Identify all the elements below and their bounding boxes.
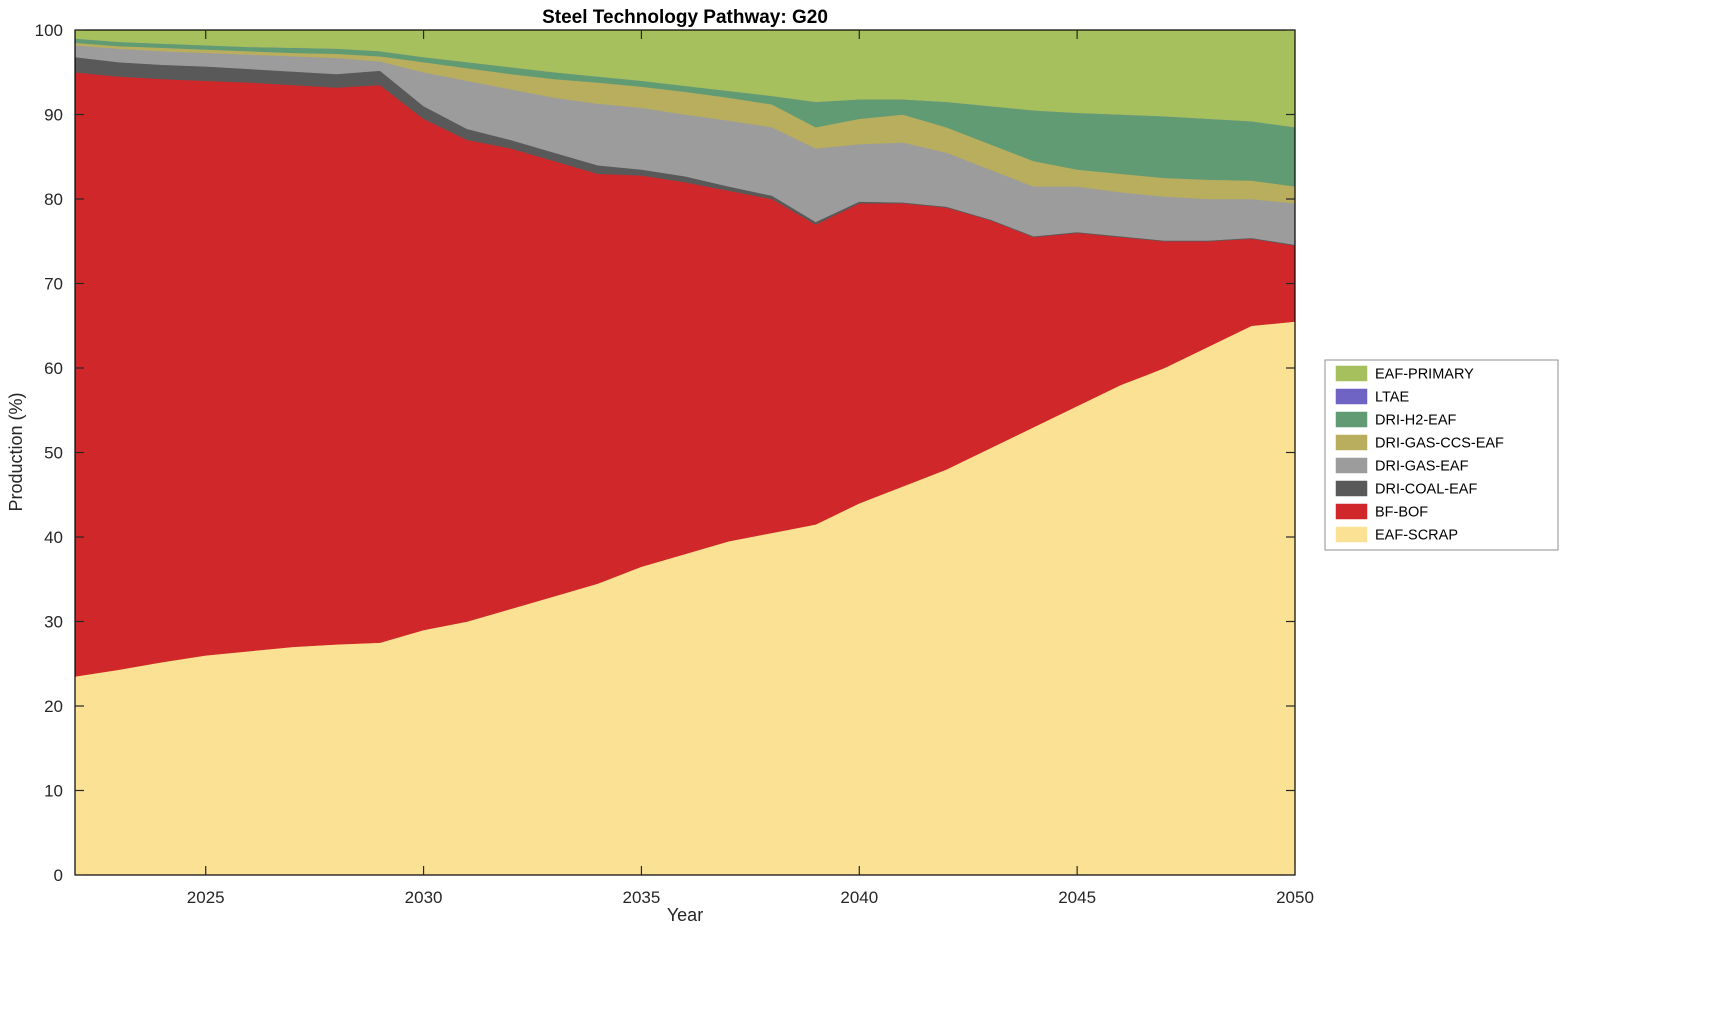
area-series-group [74,29,1296,876]
legend-label: EAF-SCRAP [1375,528,1458,544]
y-tick-label: 0 [54,866,63,885]
y-tick-label: 30 [44,613,63,632]
legend-label: DRI-GAS-EAF [1375,459,1469,475]
y-tick-label: 70 [44,275,63,294]
legend-label: DRI-H2-EAF [1375,413,1457,429]
y-tick-label: 10 [44,782,63,801]
x-axis-label: Year [667,905,703,925]
y-tick-label: 60 [44,359,63,378]
x-tick-label: 2030 [405,888,443,907]
legend-label: EAF-PRIMARY [1375,367,1474,383]
legend-entry-dri-h2-eaf: DRI-H2-EAF [1335,411,1457,429]
legend-swatch-dri-gas-ccs-eaf [1335,434,1368,451]
legend-label: DRI-GAS-CCS-EAF [1375,436,1504,452]
legend: EAF-PRIMARY LTAE DRI-H2-EAF DRI-GAS-CCS-EAF… [1324,359,1559,551]
legend-box [1324,359,1559,551]
legend-label: LTAE [1375,390,1409,406]
chart-title: Steel Technology Pathway: G20 [542,7,828,28]
y-axis-label: Production (%) [6,392,26,511]
x-tick-label: 2045 [1058,888,1096,907]
legend-swatch-dri-coal-eaf [1335,480,1368,497]
x-tick-label: 2035 [623,888,661,907]
legend-entry-bf-bof: BF-BOF [1335,503,1428,521]
legend-swatch-ltae [1335,388,1368,405]
y-tick-label: 40 [44,528,63,547]
y-tick-label: 50 [44,444,63,463]
legend-label: DRI-COAL-EAF [1375,482,1477,498]
y-tick-label: 90 [44,106,63,125]
y-tick-label: 100 [35,21,63,40]
legend-swatch-dri-h2-eaf [1335,411,1368,428]
axes-group: 2025 2030 2035 2040 2045 20500102030405060708… [35,21,1314,907]
legend-label: BF-BOF [1375,505,1428,521]
legend-entry-dri-gas-eaf: DRI-GAS-EAF [1335,457,1469,475]
legend-entry-eaf-primary: EAF-PRIMARY [1335,365,1474,383]
legend-swatch-bf-bof [1335,503,1368,520]
legend-swatch-dri-gas-eaf [1335,457,1368,474]
x-tick-label: 2040 [840,888,878,907]
legend-swatch-eaf-scrap [1335,526,1368,543]
legend-entry-dri-coal-eaf: DRI-COAL-EAF [1335,480,1477,498]
x-tick-label: 2050 [1276,888,1314,907]
y-tick-label: 80 [44,190,63,209]
y-tick-label: 20 [44,697,63,716]
x-tick-label: 2025 [187,888,225,907]
legend-swatch-eaf-primary [1335,365,1368,382]
legend-entry-dri-gas-ccs-eaf: DRI-GAS-CCS-EAF [1335,434,1504,452]
legend-entry-eaf-scrap: EAF-SCRAP [1335,526,1458,544]
legend-entry-ltae: LTAE [1335,388,1409,406]
